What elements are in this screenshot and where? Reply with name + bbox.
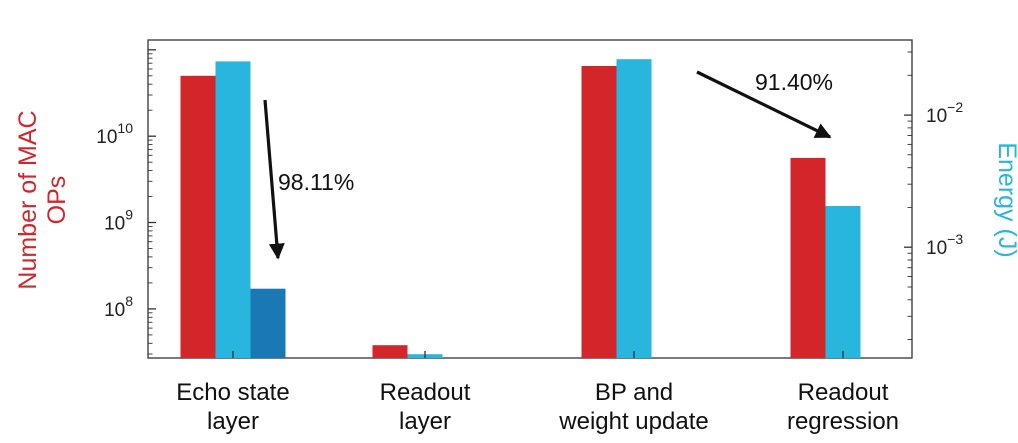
left-tick-label-1: 109	[104, 207, 133, 235]
bar-series1-cat2	[616, 59, 652, 358]
bar-series0-cat3	[790, 157, 826, 358]
category-label-3-line0: Readout	[798, 379, 889, 406]
bar-series0-cat0	[180, 75, 216, 359]
bar-series1-cat3	[825, 206, 861, 358]
reduction-arrow-readout-regression	[696, 70, 832, 139]
category-label-3-line1: regression	[787, 408, 899, 435]
category-label-0-line0: Echo state	[176, 379, 289, 406]
reduction-arrow-echo-state	[263, 99, 285, 260]
bars-group	[180, 59, 861, 359]
annotations-group: 98.11% 91.40%	[263, 69, 833, 260]
left-tick-label-2: 1010	[96, 120, 133, 148]
right-axis-label: Energy (J)	[993, 142, 1018, 257]
bar-series0-cat1	[372, 345, 408, 358]
left-axis-label-line0: Number of MAC	[14, 110, 42, 289]
bar-series0-cat2	[581, 66, 617, 358]
category-label-2-line0: BP and	[595, 379, 673, 406]
category-label-2-line1: weight update	[558, 408, 708, 435]
right-tick-label-0: 10−3	[926, 231, 963, 259]
plot-area-frame	[147, 39, 913, 359]
category-label-1-line1: layer	[399, 408, 451, 435]
left-axis-label-line1: OPs	[43, 176, 71, 225]
right-axis-label: Energy (J)	[993, 142, 1018, 257]
left-tick-label-0: 108	[104, 293, 133, 321]
left-axis-label: Number of MAC OPs	[14, 110, 71, 289]
right-tick-label-1: 10−2	[926, 99, 963, 127]
bar-series1-cat0	[215, 61, 251, 359]
category-label-1-line0: Readout	[380, 379, 471, 406]
annotation-echo-state-reduction: 98.11%	[278, 169, 354, 195]
bar-series2-cat0	[250, 288, 286, 358]
right-axis-ticks: 10−3 10−2	[904, 51, 963, 340]
category-label-0-line1: layer	[207, 408, 259, 435]
annotation-readout-regression-reduction: 91.40%	[755, 69, 833, 95]
left-axis-ticks: 108 109 1010	[96, 49, 156, 355]
